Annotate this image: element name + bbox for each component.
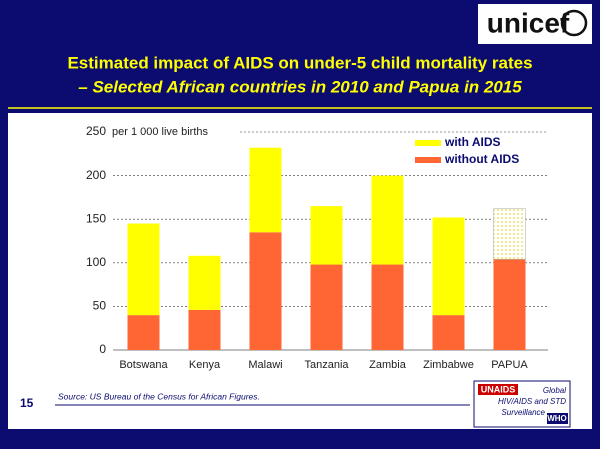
- bar-segment: [371, 175, 404, 265]
- bar-segment: [371, 264, 404, 350]
- logo-emblem: [560, 9, 588, 37]
- y-tick-label: 150: [86, 211, 106, 225]
- who: WHO: [547, 414, 567, 423]
- x-tick-label: Kenya: [189, 359, 221, 371]
- bar-segment: [127, 223, 160, 316]
- bar-segment: [249, 147, 282, 233]
- x-tick-label: Botswana: [119, 359, 168, 371]
- bar-segment: [310, 206, 343, 265]
- logo: unicef: [487, 7, 570, 38]
- x-tick-label: Zimbabwe: [423, 359, 474, 371]
- bar-segment: [127, 315, 160, 350]
- bar-segment: [432, 315, 465, 350]
- source: Source: US Bureau of the Census for Afri…: [58, 391, 260, 401]
- y-tick-label: 50: [93, 299, 107, 313]
- legend-swatch: [415, 140, 441, 146]
- bar-segment: [188, 255, 221, 310]
- legend-label: without AIDS: [444, 152, 519, 166]
- bar-segment: [493, 259, 526, 350]
- bar-segment: [310, 264, 343, 350]
- chart-subtitle: – Selected African countries in 2010 and…: [78, 77, 522, 96]
- legend-label: with AIDS: [444, 135, 501, 149]
- page-number: 15: [20, 396, 34, 410]
- logo-text: Global: [543, 386, 566, 395]
- y-tick-label: 0: [99, 342, 106, 356]
- bar-segment: [493, 208, 526, 260]
- y-tick-label: 200: [86, 168, 106, 182]
- y-axis-label: per 1 000 live births: [112, 126, 208, 138]
- x-tick-label: Tanzania: [304, 359, 349, 371]
- bar-segment: [188, 309, 221, 350]
- bar-segment: [432, 217, 465, 316]
- x-tick-label: Malawi: [248, 359, 282, 371]
- y-tick-label: 250: [86, 124, 106, 138]
- bar-segment: [249, 232, 282, 350]
- logo-text: Surveillance: [501, 408, 545, 417]
- unaids: UNAIDS: [481, 384, 516, 394]
- unaids-badge: [478, 384, 518, 395]
- who-badge: [547, 413, 568, 424]
- chart-title: Estimated impact of AIDS on under-5 chil…: [67, 53, 532, 72]
- x-tick-label: PAPUA: [491, 359, 528, 371]
- x-tick-label: Zambia: [369, 359, 407, 371]
- legend-swatch: [415, 157, 441, 163]
- y-tick-label: 100: [86, 255, 106, 269]
- logo-text: HIV/AIDS and STD: [498, 397, 566, 406]
